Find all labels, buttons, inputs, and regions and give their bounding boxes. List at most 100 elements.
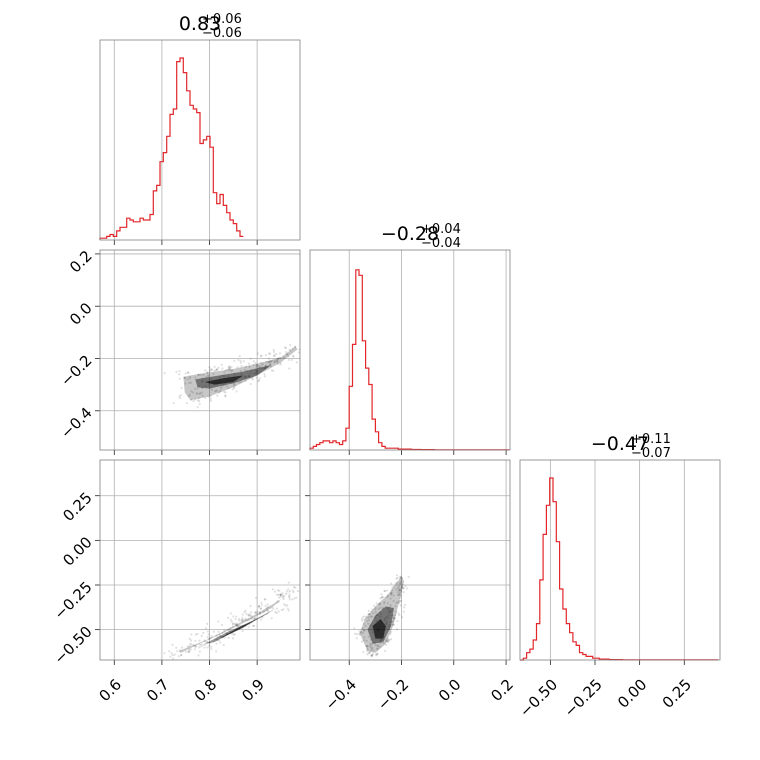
scatter-point <box>249 605 252 608</box>
scatter-point <box>209 368 212 371</box>
scatter-point <box>240 381 243 384</box>
scatter-point <box>256 352 260 355</box>
scatter-point <box>201 394 204 397</box>
scatter-point <box>249 372 252 375</box>
scatter-point <box>271 359 274 362</box>
scatter-point <box>248 375 252 378</box>
title-param-1: −0.28 <box>381 223 439 245</box>
scatter-point <box>289 343 292 347</box>
scatter-point <box>222 384 225 387</box>
scatter-point <box>185 402 189 405</box>
scatter-point <box>220 385 223 389</box>
scatter-point <box>176 649 179 653</box>
scatter-point <box>240 618 243 621</box>
scatter-point <box>376 645 379 648</box>
scatter-point <box>385 622 388 625</box>
scatter-point <box>391 623 394 627</box>
scatter-point <box>206 641 209 644</box>
scatter-point <box>385 640 388 643</box>
scatter-point <box>259 366 262 369</box>
scatter-point <box>209 395 212 398</box>
scatter-point <box>396 591 400 594</box>
scatter-point <box>369 642 372 645</box>
panel-hist-0 <box>99 39 301 245</box>
scatter-point <box>239 369 242 373</box>
scatter-point <box>172 401 175 405</box>
scatter-point <box>379 640 382 643</box>
scatter-point <box>269 352 272 355</box>
x-tick-label: 0.8 <box>191 675 221 705</box>
scatter-point <box>392 617 395 620</box>
scatter-point <box>358 630 361 633</box>
scatter-point <box>285 353 288 356</box>
scatter-point <box>277 596 281 599</box>
scatter-point <box>210 378 213 381</box>
scatter-point <box>216 368 219 371</box>
scatter-point <box>391 614 394 617</box>
scatter-point <box>175 370 178 373</box>
scatter-point <box>171 643 174 646</box>
scatter-point <box>294 586 297 589</box>
scatter-point <box>369 624 372 627</box>
scatter-point <box>277 357 280 360</box>
scatter-point <box>255 376 258 379</box>
scatter-point <box>362 631 365 635</box>
scatter-point <box>369 649 373 652</box>
scatter-point <box>170 652 173 655</box>
scatter-point <box>259 618 263 621</box>
scatter-point <box>385 589 389 592</box>
scatter-point <box>271 607 274 610</box>
scatter-point <box>258 365 261 368</box>
scatter-point <box>398 600 402 603</box>
scatter-point <box>177 655 180 658</box>
contour-level-1 <box>359 576 405 653</box>
scatter-point <box>217 639 221 642</box>
scatter-point <box>178 377 181 380</box>
scatter-point <box>224 391 227 394</box>
scatter-point <box>371 631 374 634</box>
scatter-point <box>257 604 261 608</box>
scatter-point <box>231 637 235 640</box>
scatter-point <box>366 619 369 623</box>
scatter-point <box>276 358 279 362</box>
scatter-point <box>241 618 244 621</box>
scatter-point <box>367 609 370 613</box>
scatter-point <box>386 637 389 640</box>
scatter-point <box>220 363 223 366</box>
scatter-point <box>219 635 223 638</box>
scatter-point <box>399 596 402 600</box>
scatter-point <box>235 380 238 383</box>
scatter-point <box>180 646 184 649</box>
scatter-point <box>206 636 209 639</box>
scatter-point <box>286 604 289 607</box>
scatter-point <box>235 615 238 618</box>
scatter-point <box>257 380 260 383</box>
scatter-point <box>276 600 279 603</box>
scatter-point <box>267 360 270 364</box>
scatter-point <box>254 612 257 615</box>
scatter-point <box>242 360 245 363</box>
scatter-point <box>365 649 369 652</box>
scatter-point <box>227 368 230 371</box>
scatter-point <box>293 345 297 348</box>
panel-contour-1-0 <box>95 249 301 455</box>
scatter-point <box>402 591 405 594</box>
scatter-point <box>230 369 233 372</box>
scatter-point <box>291 354 295 357</box>
scatter-point <box>401 583 404 586</box>
scatter-point <box>226 616 230 619</box>
scatter-point <box>282 608 285 611</box>
scatter-point <box>384 649 387 652</box>
scatter-point <box>273 361 276 364</box>
scatter-point <box>280 593 283 596</box>
contour-level-1 <box>183 346 298 401</box>
scatter-point <box>263 373 266 376</box>
scatter-point <box>204 643 207 646</box>
scatter-point <box>277 610 280 613</box>
scatter-point <box>385 626 388 629</box>
scatter-point <box>370 653 374 657</box>
scatter-point <box>232 633 235 636</box>
scatter-point <box>266 609 269 612</box>
scatter-point <box>389 605 392 609</box>
